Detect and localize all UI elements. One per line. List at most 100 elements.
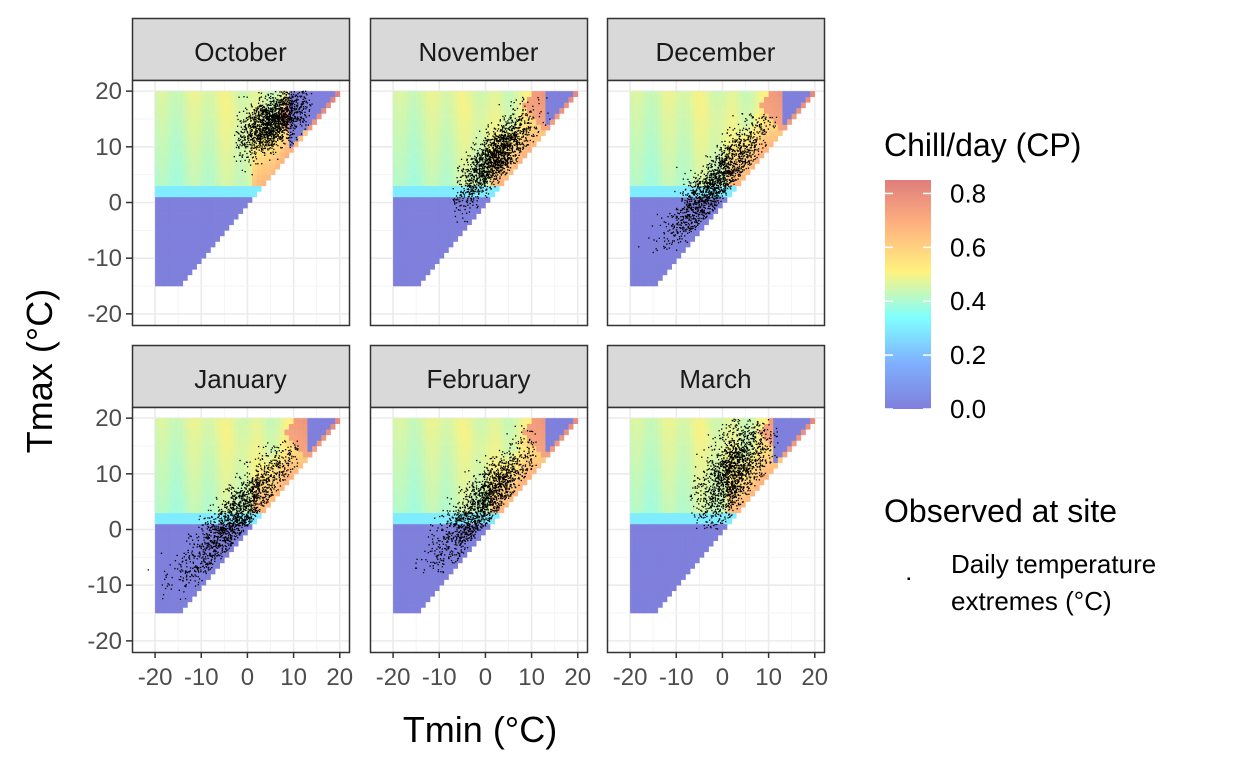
- heatmap-tile: [201, 157, 207, 164]
- heatmap-tile: [430, 219, 435, 226]
- observation-point: [513, 144, 515, 146]
- heatmap-tile: [270, 96, 276, 103]
- observation-point: [472, 190, 475, 192]
- heatmap-tile: [173, 113, 179, 120]
- heatmap-tile: [182, 91, 188, 98]
- observation-point: [286, 137, 288, 140]
- heatmap-tile: [159, 107, 165, 114]
- observation-point: [487, 148, 489, 150]
- observation-point: [261, 146, 263, 148]
- observation-point: [266, 136, 268, 138]
- observation-point: [465, 182, 467, 184]
- observation-point: [253, 119, 255, 121]
- observation-point: [270, 107, 272, 109]
- heatmap-tile: [187, 107, 193, 114]
- heatmap-tile: [242, 135, 248, 142]
- observation-point: [526, 134, 529, 136]
- observation-point: [298, 91, 301, 94]
- observation-point: [266, 114, 268, 116]
- heatmap-tile: [302, 107, 308, 114]
- observation-point: [467, 198, 469, 200]
- heatmap-tile: [457, 169, 463, 175]
- heatmap-tile: [321, 107, 327, 114]
- heatmap-tile: [247, 146, 253, 153]
- heatmap-tile: [205, 235, 211, 242]
- observation-point: [522, 98, 525, 100]
- observation-point: [302, 98, 304, 100]
- observation-point: [276, 125, 278, 127]
- observation-point: [508, 129, 511, 131]
- heatmap-tile: [466, 185, 472, 192]
- observation-point: [294, 111, 296, 114]
- observation-point: [467, 180, 470, 182]
- observation-point: [285, 124, 288, 127]
- observation-point: [519, 150, 521, 152]
- observation-point: [498, 144, 500, 147]
- observation-point: [489, 170, 491, 173]
- observation-point: [260, 135, 262, 137]
- heatmap-tile: [639, 263, 645, 270]
- observation-point: [286, 133, 289, 135]
- observation-point: [266, 127, 269, 130]
- observation-point: [255, 131, 257, 133]
- observation-point: [474, 180, 476, 182]
- heatmap-tile: [490, 107, 495, 114]
- heatmap-tile: [630, 235, 636, 242]
- observation-point: [529, 111, 531, 113]
- heatmap-tile: [430, 191, 435, 198]
- observation-point: [507, 154, 510, 156]
- heatmap-tile: [393, 280, 399, 287]
- observation-point: [511, 129, 514, 132]
- heatmap-tile: [545, 91, 551, 98]
- observation-point: [260, 114, 262, 116]
- observation-point: [288, 111, 291, 113]
- heatmap-tile: [242, 180, 248, 187]
- observation-point: [470, 174, 473, 177]
- heatmap-tile: [639, 258, 645, 265]
- observation-point: [520, 143, 522, 146]
- observation-point: [261, 142, 264, 144]
- heatmap-tile: [155, 208, 161, 214]
- heatmap-tile: [448, 107, 454, 114]
- heatmap-tile: [173, 130, 179, 136]
- observation-point: [287, 118, 289, 120]
- heatmap-tile: [196, 258, 202, 265]
- observation-point: [254, 125, 256, 128]
- heatmap-tile: [448, 213, 454, 220]
- heatmap-tile: [228, 124, 234, 131]
- heatmap-tile: [439, 219, 445, 226]
- observation-point: [264, 97, 266, 99]
- observation-point: [477, 181, 479, 184]
- observation-point: [479, 172, 481, 175]
- observation-point: [500, 124, 503, 127]
- observation-point: [235, 146, 238, 149]
- heatmap-tile: [420, 263, 426, 270]
- observation-point: [272, 131, 274, 133]
- observation-point: [477, 172, 480, 174]
- observation-point: [488, 176, 490, 178]
- heatmap-tile: [397, 102, 403, 109]
- observation-point: [303, 119, 305, 122]
- observation-point: [248, 161, 250, 163]
- heatmap-tile: [453, 141, 459, 148]
- observation-point: [484, 149, 486, 151]
- heatmap-tile: [159, 219, 165, 226]
- heatmap-tile: [406, 174, 412, 181]
- heatmap-tile: [439, 130, 445, 136]
- observation-point: [284, 120, 286, 122]
- observation-point: [477, 205, 479, 208]
- facet-strip: [131, 17, 351, 82]
- observation-point: [514, 138, 516, 140]
- observation-point: [260, 133, 263, 136]
- heatmap-tile: [416, 118, 422, 125]
- observation-point: [272, 151, 274, 153]
- observation-point: [481, 151, 484, 154]
- observation-point: [494, 156, 496, 159]
- observation-point: [510, 122, 512, 124]
- heatmap-tile: [402, 174, 408, 181]
- observation-point: [503, 136, 505, 138]
- observation-point: [488, 157, 491, 160]
- heatmap-tile: [457, 91, 463, 98]
- heatmap-tile: [312, 113, 317, 120]
